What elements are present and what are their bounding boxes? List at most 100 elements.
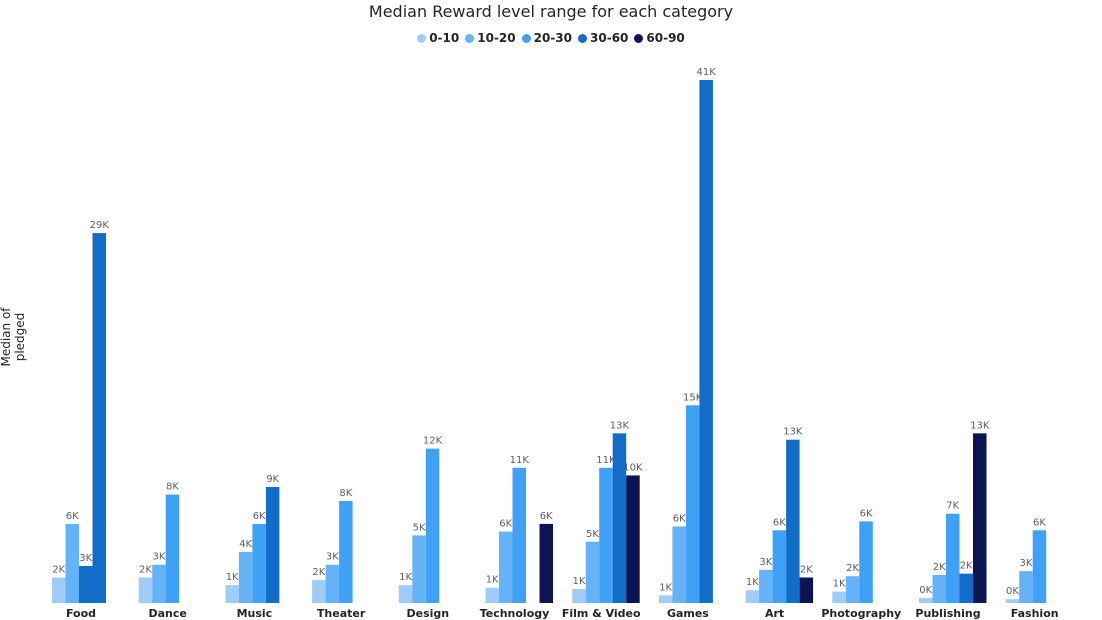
legend-marker-icon bbox=[521, 33, 531, 43]
x-tick-label: Theater bbox=[317, 607, 366, 620]
data-label: 15K bbox=[683, 392, 703, 403]
bar-music-20-30[interactable] bbox=[252, 523, 266, 603]
bar-publishing-30-60[interactable] bbox=[959, 573, 974, 603]
data-label: 2K bbox=[933, 562, 946, 573]
data-label: 13K bbox=[610, 420, 630, 431]
bar-publishing-10-20[interactable] bbox=[932, 574, 947, 603]
legend-marker-icon bbox=[465, 33, 475, 43]
data-label: 1K bbox=[399, 572, 412, 583]
bar-design-20-30[interactable] bbox=[425, 448, 440, 603]
bar-food-10-20[interactable] bbox=[65, 523, 80, 603]
bar-technology-0-10[interactable] bbox=[485, 587, 500, 603]
bar-theater-0-10[interactable] bbox=[312, 580, 326, 603]
x-tick-label: Fashion bbox=[1011, 607, 1059, 620]
data-label: 2K bbox=[846, 563, 859, 574]
bar-music-30-60[interactable] bbox=[265, 486, 280, 603]
bar-design-10-20[interactable] bbox=[412, 535, 426, 603]
data-label: 6K bbox=[860, 508, 873, 519]
data-label: 3K bbox=[326, 552, 339, 563]
x-tick-label: Design bbox=[406, 607, 449, 620]
bar-film-video-10-20[interactable] bbox=[585, 541, 600, 603]
data-label: 1K bbox=[572, 576, 585, 587]
bar-art-30-60[interactable] bbox=[786, 439, 800, 603]
bar-photography-10-20[interactable] bbox=[845, 576, 860, 603]
bar-design-0-10[interactable] bbox=[398, 585, 413, 603]
data-label: 1K bbox=[486, 575, 499, 586]
data-label: 8K bbox=[339, 488, 352, 499]
data-label: 5K bbox=[586, 529, 599, 540]
legend-marker-icon bbox=[578, 33, 588, 43]
bar-food-30-60[interactable] bbox=[79, 566, 93, 603]
x-tick-label: Technology bbox=[480, 607, 550, 620]
bar-publishing-20-30[interactable] bbox=[946, 513, 960, 603]
data-label: 5K bbox=[413, 522, 426, 533]
data-label: 6K bbox=[253, 511, 266, 522]
bar-art-60-90[interactable] bbox=[799, 577, 814, 603]
x-tick-label: Photography bbox=[821, 607, 901, 620]
bar-games-30-60[interactable] bbox=[699, 80, 713, 603]
data-label: 0K bbox=[919, 585, 932, 596]
legend-item-4[interactable]: 60-90 bbox=[634, 31, 685, 45]
bar-film-video-60-90[interactable] bbox=[626, 475, 640, 603]
bar-fashion-0-10[interactable] bbox=[1005, 599, 1020, 603]
data-label: 1K bbox=[833, 579, 846, 590]
data-label: 0K bbox=[1006, 586, 1019, 597]
bar-film-video-30-60[interactable] bbox=[612, 433, 627, 603]
x-tick-label: Publishing bbox=[915, 607, 980, 620]
data-label: 10K bbox=[623, 462, 643, 473]
bar-fashion-20-30[interactable] bbox=[1032, 530, 1047, 603]
data-label: 3K bbox=[79, 553, 92, 564]
data-label: 41K bbox=[697, 67, 717, 78]
bar-theater-10-20[interactable] bbox=[325, 564, 340, 603]
bar-music-0-10[interactable] bbox=[225, 585, 239, 603]
bar-art-0-10[interactable] bbox=[745, 590, 760, 603]
bar-publishing-0-10[interactable] bbox=[919, 597, 933, 603]
bar-dance-0-10[interactable] bbox=[138, 577, 153, 603]
x-tick-label: Art bbox=[765, 607, 784, 620]
bar-games-0-10[interactable] bbox=[658, 595, 673, 603]
data-label: 6K bbox=[499, 519, 512, 530]
bar-publishing-60-90[interactable] bbox=[973, 433, 987, 603]
legend-item-2[interactable]: 20-30 bbox=[521, 31, 573, 45]
bar-games-20-30[interactable] bbox=[685, 405, 700, 603]
x-tick-label: Music bbox=[237, 607, 273, 620]
x-tick-label: Film & Video bbox=[562, 607, 641, 620]
bar-games-10-20[interactable] bbox=[672, 526, 686, 603]
bar-technology-10-20[interactable] bbox=[499, 531, 513, 603]
legend-label: 20-30 bbox=[533, 31, 573, 45]
bar-food-0-10[interactable] bbox=[52, 577, 66, 603]
bar-art-20-30[interactable] bbox=[772, 530, 787, 603]
bar-technology-60-90[interactable] bbox=[539, 523, 554, 603]
bar-technology-20-30[interactable] bbox=[512, 467, 527, 603]
legend-item-0[interactable]: 0-10 bbox=[417, 31, 459, 45]
x-tick-label: Games bbox=[667, 607, 709, 620]
bar-art-10-20[interactable] bbox=[759, 569, 773, 603]
data-label: 8K bbox=[166, 482, 179, 493]
data-label: 6K bbox=[673, 513, 686, 524]
bar-music-10-20[interactable] bbox=[238, 551, 253, 603]
legend-item-1[interactable]: 10-20 bbox=[465, 31, 516, 45]
bar-dance-20-30[interactable] bbox=[165, 494, 180, 603]
legend-item-3[interactable]: 30-60 bbox=[578, 31, 628, 45]
x-tick-label: Dance bbox=[149, 607, 187, 620]
bar-film-video-20-30[interactable] bbox=[599, 467, 613, 603]
bar-theater-20-30[interactable] bbox=[339, 500, 353, 603]
chart-legend[interactable]: 0-10 10-20 20-30 30-60 60-90 bbox=[0, 31, 1102, 45]
data-label: 1K bbox=[746, 577, 759, 588]
legend-label: 0-10 bbox=[429, 31, 460, 45]
bar-fashion-10-20[interactable] bbox=[1019, 571, 1033, 603]
bar-dance-10-20[interactable] bbox=[152, 564, 166, 603]
bar-food-30-60[interactable] bbox=[92, 233, 107, 603]
data-label: 6K bbox=[66, 511, 79, 522]
data-label: 2K bbox=[52, 564, 65, 575]
data-label: 12K bbox=[423, 436, 443, 447]
data-label: 2K bbox=[312, 567, 325, 578]
bar-photography-0-10[interactable] bbox=[832, 591, 846, 603]
bar-photography-20-30[interactable] bbox=[859, 521, 873, 603]
data-label: 1K bbox=[659, 582, 672, 593]
data-label: 7K bbox=[946, 501, 959, 512]
chart-title: Median Reward level range for each categ… bbox=[368, 2, 734, 21]
data-label: 11K bbox=[510, 455, 530, 466]
bar-film-video-0-10[interactable] bbox=[572, 588, 586, 603]
legend-label: 30-60 bbox=[590, 31, 629, 45]
